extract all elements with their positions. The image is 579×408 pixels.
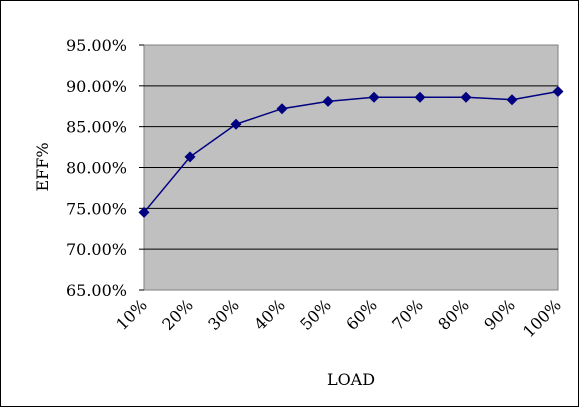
y-tick-label: 85.00% [66,118,127,137]
data-point-marker [552,86,564,98]
x-tick-label: 20% [158,295,197,334]
x-tick-label: 50% [296,295,335,334]
data-point-marker [184,151,196,163]
data-point-marker [276,103,288,115]
x-tick-label: 90% [480,295,519,334]
y-axis-tick-labels: 65.00% 70.00% 75.00% 80.00% 85.00% 90.00% 95.0… [66,36,144,300]
x-tick-label: 80% [434,295,473,334]
data-point-marker [230,118,242,130]
y-tick-label: 70.00% [66,240,127,259]
x-tick-label: 40% [250,295,289,334]
y-axis-title: EFF% [33,142,52,191]
y-tick-label: 90.00% [66,77,127,96]
y-tick-label: 75.00% [66,199,127,218]
x-tick-label: 100% [519,295,565,341]
x-axis-tick-labels: 10% 20% 30% 40% 50% 60% 70% 80% 90% 100% [112,295,565,341]
x-tick-label: 60% [342,295,381,334]
x-tick-label: 30% [204,295,243,334]
data-point-marker [368,91,380,103]
y-tick-label: 95.00% [66,36,127,55]
series-line [143,90,559,213]
y-tick-label: 80.00% [66,159,127,178]
data-point-marker [414,91,426,103]
series-markers [138,86,564,218]
x-tick-label: 10% [112,295,151,334]
data-point-marker [460,91,472,103]
data-point-marker [506,94,518,106]
data-point-marker [138,206,150,218]
grid-lines [144,85,558,250]
y-tick-label: 65.00% [66,281,127,300]
x-tick-label: 70% [388,295,427,334]
data-point-marker [322,95,334,107]
x-axis-title: LOAD [327,370,375,389]
